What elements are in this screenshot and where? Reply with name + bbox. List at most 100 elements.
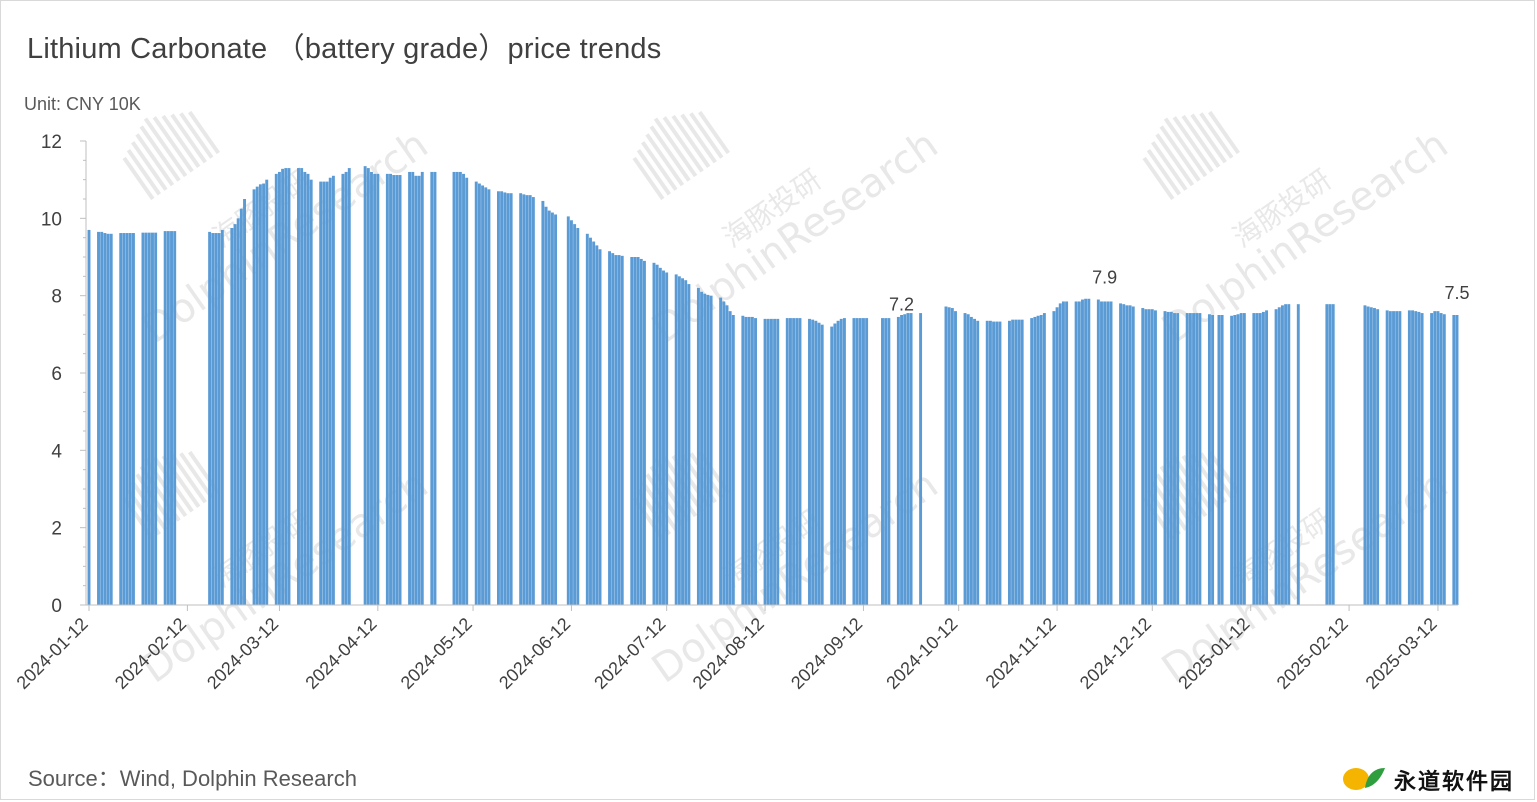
bar bbox=[1366, 306, 1370, 605]
bar bbox=[766, 318, 770, 605]
bar bbox=[1376, 309, 1380, 605]
x-tick-label: 2025-03-12 bbox=[1362, 614, 1441, 693]
watermark-mark bbox=[170, 113, 207, 164]
bar bbox=[300, 168, 304, 605]
bar bbox=[1407, 310, 1411, 605]
bar bbox=[633, 257, 637, 605]
bar bbox=[87, 229, 91, 605]
watermark-mark bbox=[1163, 117, 1208, 178]
bar bbox=[1109, 301, 1113, 605]
bar bbox=[1055, 307, 1059, 605]
bar bbox=[976, 320, 980, 605]
bar bbox=[709, 295, 713, 605]
bar bbox=[1220, 315, 1224, 605]
bar bbox=[1192, 313, 1196, 605]
bar bbox=[1128, 305, 1132, 605]
bar bbox=[1388, 311, 1392, 605]
bar bbox=[217, 233, 221, 605]
bar-series bbox=[87, 166, 1459, 606]
bar bbox=[366, 168, 370, 605]
y-tick-label: 6 bbox=[51, 364, 62, 385]
bar bbox=[1392, 311, 1395, 605]
bar bbox=[1169, 311, 1173, 605]
x-tick-label: 2024-10-12 bbox=[882, 614, 961, 693]
bar bbox=[595, 245, 599, 605]
bar bbox=[509, 193, 513, 605]
watermark-mark bbox=[1199, 112, 1234, 159]
bar bbox=[163, 231, 167, 605]
watermark-mark bbox=[662, 116, 704, 173]
bar bbox=[322, 181, 326, 605]
bar bbox=[331, 175, 335, 606]
watermark-mark bbox=[139, 125, 181, 182]
watermark-mark bbox=[122, 156, 155, 201]
bar bbox=[839, 318, 843, 605]
bar bbox=[1077, 301, 1081, 605]
bar bbox=[252, 189, 256, 605]
bar bbox=[773, 318, 777, 605]
bar bbox=[1084, 298, 1088, 605]
bar bbox=[836, 320, 840, 605]
bar bbox=[297, 168, 300, 605]
bar bbox=[1011, 319, 1015, 605]
bar bbox=[243, 199, 246, 605]
bar bbox=[992, 321, 996, 605]
bar bbox=[541, 200, 545, 605]
bar bbox=[274, 173, 278, 605]
bar bbox=[903, 314, 907, 605]
bar bbox=[1061, 301, 1065, 605]
watermark-mark bbox=[1146, 148, 1182, 196]
bar bbox=[1296, 304, 1300, 605]
bar bbox=[97, 231, 100, 605]
bar bbox=[1331, 304, 1335, 605]
bar bbox=[973, 318, 977, 605]
unit-label: Unit: CNY 10K bbox=[24, 94, 141, 114]
bar bbox=[1236, 314, 1240, 605]
bar bbox=[728, 311, 732, 605]
bar bbox=[420, 171, 424, 605]
watermark-mark bbox=[1208, 110, 1241, 155]
y-tick-label: 0 bbox=[51, 596, 62, 617]
bar bbox=[325, 181, 329, 605]
bar bbox=[808, 318, 811, 605]
bar bbox=[1452, 315, 1456, 605]
bar bbox=[703, 293, 707, 605]
bar bbox=[433, 171, 437, 605]
bar bbox=[208, 231, 212, 605]
bar bbox=[262, 183, 266, 605]
bar bbox=[395, 175, 399, 605]
bar bbox=[1147, 309, 1151, 605]
bar bbox=[100, 231, 104, 605]
bar bbox=[1103, 301, 1107, 605]
bar bbox=[341, 173, 345, 605]
watermark-mark bbox=[152, 116, 194, 173]
watermark-mark bbox=[135, 133, 175, 187]
bar bbox=[820, 324, 824, 605]
data-labels: 7.2 7.9 7.5 bbox=[889, 268, 1469, 315]
bar bbox=[1414, 311, 1418, 605]
watermark-mark bbox=[671, 114, 711, 168]
bar bbox=[1261, 311, 1265, 605]
data-label: 7.9 bbox=[1092, 268, 1117, 288]
bar bbox=[1176, 313, 1180, 605]
watermark-mark bbox=[179, 112, 214, 159]
watermark-mark bbox=[1199, 452, 1234, 499]
bar bbox=[233, 224, 237, 605]
bar bbox=[950, 308, 954, 605]
bar bbox=[122, 233, 126, 605]
bar bbox=[173, 231, 177, 605]
bar bbox=[1258, 313, 1262, 605]
bar bbox=[706, 294, 710, 605]
bar bbox=[830, 326, 834, 605]
bar bbox=[1033, 316, 1037, 605]
bar bbox=[630, 257, 634, 605]
bar bbox=[525, 195, 529, 605]
bar bbox=[1014, 319, 1018, 605]
bar bbox=[328, 177, 332, 606]
bar bbox=[166, 231, 170, 605]
bar bbox=[614, 255, 618, 605]
watermark-mark bbox=[641, 141, 678, 191]
bar bbox=[1436, 311, 1440, 605]
bar bbox=[969, 316, 973, 605]
bar bbox=[1008, 320, 1011, 605]
